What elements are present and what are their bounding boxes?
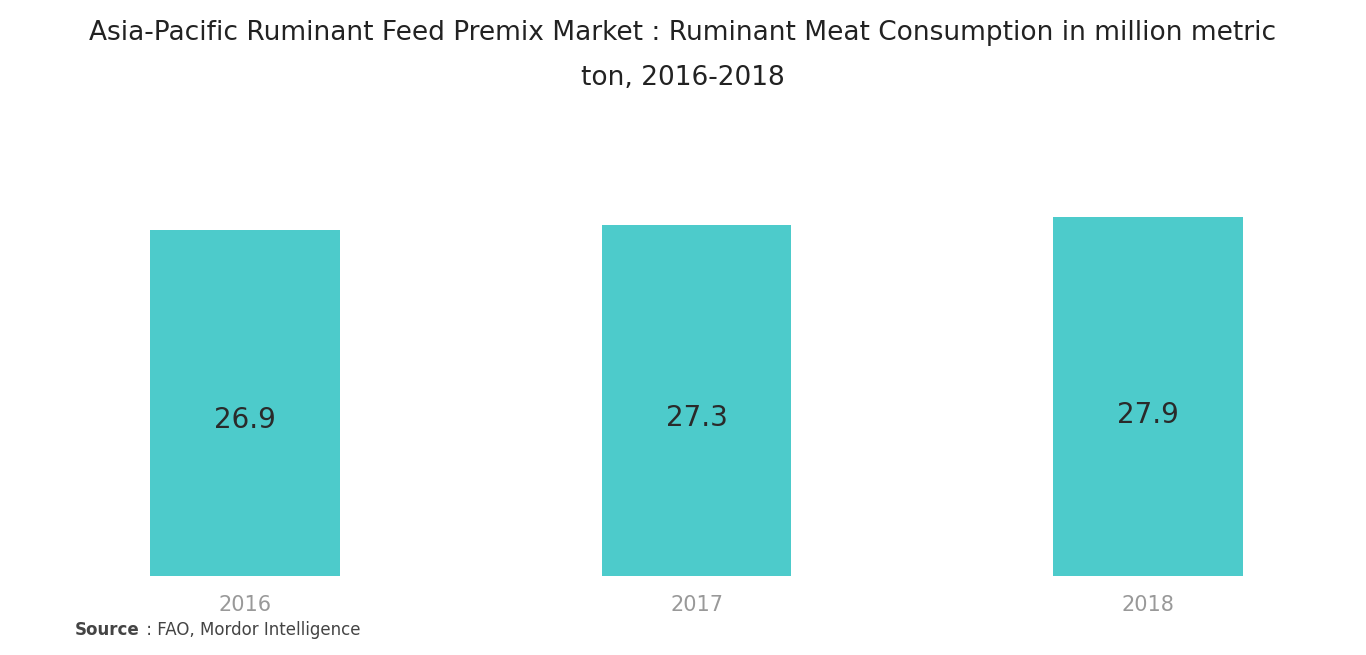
Text: 27.3: 27.3 (665, 404, 728, 432)
Bar (1053, 217, 1243, 576)
Text: Asia-Pacific Ruminant Feed Premix Market : Ruminant Meat Consumption in million : Asia-Pacific Ruminant Feed Premix Market… (89, 20, 1277, 46)
Bar (150, 230, 340, 576)
Text: 26.9: 26.9 (214, 406, 276, 434)
Text: : FAO, Mordor Intelligence: : FAO, Mordor Intelligence (141, 621, 361, 639)
Text: 27.9: 27.9 (1117, 401, 1179, 428)
Bar (602, 225, 791, 576)
Text: ton, 2016-2018: ton, 2016-2018 (581, 66, 785, 92)
Text: Source: Source (75, 621, 139, 639)
